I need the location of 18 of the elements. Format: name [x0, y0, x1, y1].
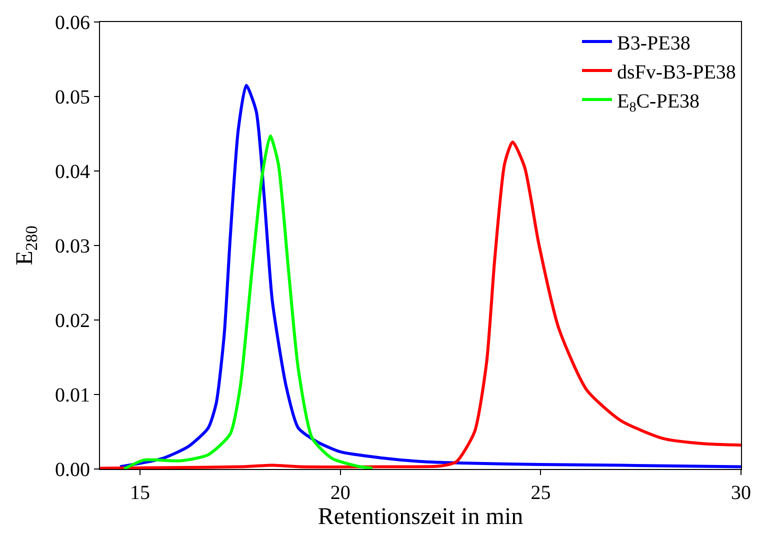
y-tick-label: 0.03: [55, 236, 90, 258]
x-tick-label: 20: [330, 482, 350, 504]
line-series: [122, 134, 374, 469]
x-tick-label: 25: [530, 482, 551, 504]
line-series: [118, 84, 741, 468]
y-tick-label: 0.04: [55, 161, 90, 183]
legend-label: B3-PE38: [617, 32, 690, 54]
legend-label: dsFv-B3-PE38: [617, 61, 736, 84]
x-axis-title: Retentionszeit in min: [318, 504, 524, 530]
y-tick-label: 0.02: [55, 310, 90, 332]
y-tick-label: 0.01: [55, 384, 90, 406]
y-tick-label: 0.05: [55, 86, 90, 108]
y-tick-label: 0.06: [55, 12, 90, 34]
line-series: [100, 140, 741, 469]
y-tick-label: 0.00: [55, 459, 90, 481]
legend-label: E$_{8}$C-PE38: [617, 90, 700, 116]
x-tick-label: 30: [731, 482, 751, 504]
x-tick-label: 15: [130, 482, 150, 504]
